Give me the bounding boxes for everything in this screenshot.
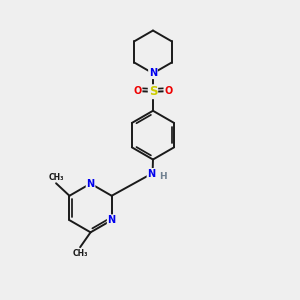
Text: CH₃: CH₃ — [48, 173, 64, 182]
Text: O: O — [134, 86, 142, 96]
Text: N: N — [86, 178, 94, 189]
Text: N: N — [147, 169, 155, 179]
Text: N: N — [108, 215, 116, 225]
Text: N: N — [149, 68, 157, 78]
Text: H: H — [159, 172, 166, 181]
Text: O: O — [164, 86, 172, 96]
Text: CH₃: CH₃ — [72, 249, 88, 258]
Text: S: S — [149, 85, 157, 98]
